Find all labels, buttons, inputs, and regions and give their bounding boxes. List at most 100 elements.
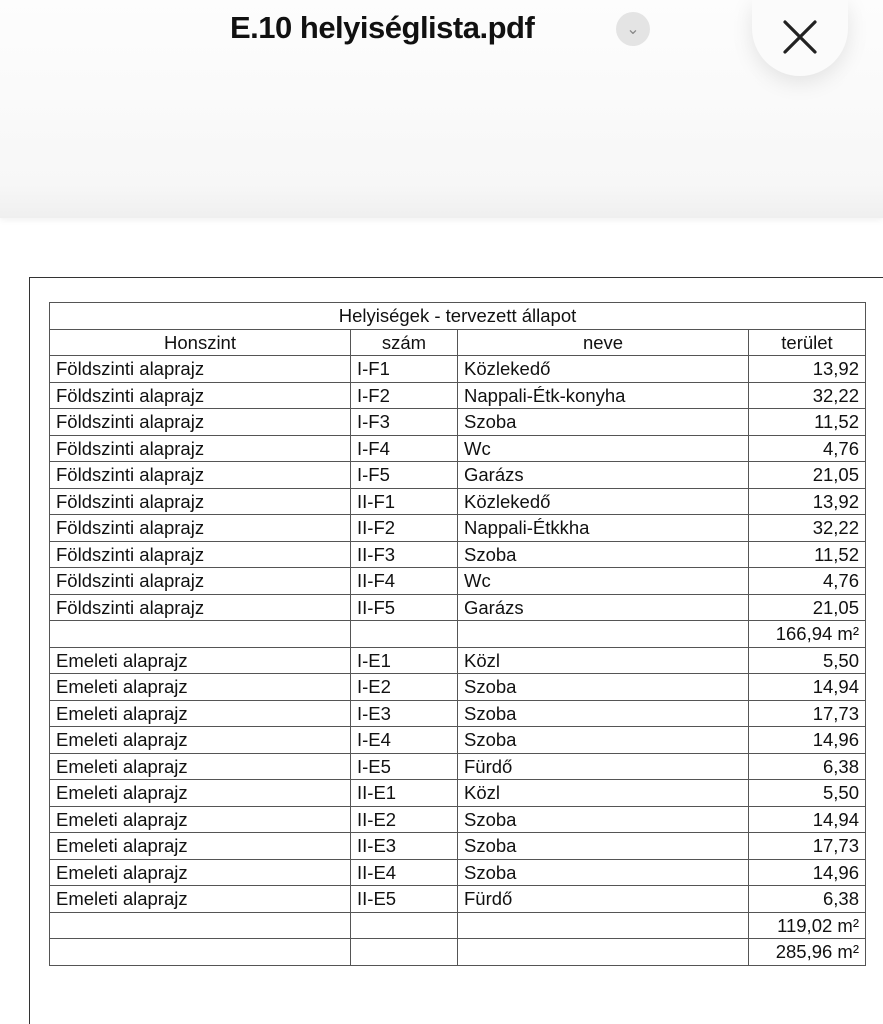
table-row: Földszinti alaprajz II-F1 Közlekedő 13,92 xyxy=(49,487,866,515)
table-row: 285,96 m² xyxy=(49,938,866,966)
cell-area: 17,73 xyxy=(748,832,866,860)
cell-number: I-E5 xyxy=(350,752,458,780)
cell-name: Közlekedő xyxy=(457,487,749,515)
table-row: Emeleti alaprajz I-E2 Szoba 14,94 xyxy=(49,673,866,701)
cell-number: I-F3 xyxy=(350,408,458,436)
cell-name: Szoba xyxy=(457,699,749,727)
cell-level xyxy=(49,620,351,648)
cell-number: I-E4 xyxy=(350,726,458,754)
table-row: Földszinti alaprajz I-F3 Szoba 11,52 xyxy=(49,408,866,436)
table-row: Földszinti alaprajz II-F5 Garázs 21,05 xyxy=(49,593,866,621)
column-header-honszint: Honszint xyxy=(49,328,351,356)
cell-number: I-F4 xyxy=(350,434,458,462)
cell-area: 21,05 xyxy=(748,593,866,621)
cell-area: 14,96 xyxy=(748,726,866,754)
cell-number: I-F1 xyxy=(350,355,458,383)
cell-level: Földszinti alaprajz xyxy=(49,434,351,462)
table-row: Földszinti alaprajz I-F5 Garázs 21,05 xyxy=(49,461,866,489)
cell-area: 119,02 m² xyxy=(748,911,866,939)
cell-number xyxy=(350,911,458,939)
table-row: 166,94 m² xyxy=(49,620,866,648)
cell-number: II-E4 xyxy=(350,858,458,886)
cell-level: Földszinti alaprajz xyxy=(49,355,351,383)
cell-level xyxy=(49,911,351,939)
table-row: Földszinti alaprajz II-F2 Nappali-Étkkha 32… xyxy=(49,514,866,542)
chevron-down-icon[interactable]: ⌄ xyxy=(616,12,650,46)
cell-number xyxy=(350,938,458,966)
cell-name: Nappali-Étkkha xyxy=(457,514,749,542)
cell-number: I-E1 xyxy=(350,646,458,674)
cell-level: Földszinti alaprajz xyxy=(49,381,351,409)
cell-name: Szoba xyxy=(457,805,749,833)
cell-level: Földszinti alaprajz xyxy=(49,514,351,542)
cell-name xyxy=(457,620,749,648)
cell-number: II-F4 xyxy=(350,567,458,595)
cell-level: Emeleti alaprajz xyxy=(49,646,351,674)
table-row: Emeleti alaprajz I-E1 Közl 5,50 xyxy=(49,646,866,674)
cell-number xyxy=(350,620,458,648)
cell-level: Emeleti alaprajz xyxy=(49,832,351,860)
cell-number: I-F5 xyxy=(350,461,458,489)
column-header-terulet: terület xyxy=(748,328,866,356)
cell-name: Wc xyxy=(457,567,749,595)
close-button[interactable] xyxy=(752,0,848,76)
table-row: Földszinti alaprajz I-F2 Nappali-Étk-konyh… xyxy=(49,381,866,409)
cell-name: Szoba xyxy=(457,832,749,860)
table-row: Földszinti alaprajz II-F4 Wc 4,76 xyxy=(49,567,866,595)
cell-name: Közl xyxy=(457,779,749,807)
close-icon xyxy=(783,20,817,54)
cell-area: 11,52 xyxy=(748,540,866,568)
cell-area: 17,73 xyxy=(748,699,866,727)
cell-level: Emeleti alaprajz xyxy=(49,805,351,833)
cell-area: 6,38 xyxy=(748,885,866,913)
cell-name: Wc xyxy=(457,434,749,462)
cell-name: Szoba xyxy=(457,540,749,568)
column-header-szam: szám xyxy=(350,328,458,356)
cell-name: Szoba xyxy=(457,858,749,886)
cell-area: 32,22 xyxy=(748,514,866,542)
cell-area: 5,50 xyxy=(748,646,866,674)
cell-number: II-F5 xyxy=(350,593,458,621)
cell-area: 32,22 xyxy=(748,381,866,409)
cell-level: Földszinti alaprajz xyxy=(49,461,351,489)
cell-number: I-E3 xyxy=(350,699,458,727)
cell-number: II-F1 xyxy=(350,487,458,515)
cell-name: Szoba xyxy=(457,726,749,754)
table-row: Emeleti alaprajz II-E5 Fürdő 6,38 xyxy=(49,885,866,913)
table-row: 119,02 m² xyxy=(49,911,866,939)
cell-level: Földszinti alaprajz xyxy=(49,567,351,595)
cell-area: 14,96 xyxy=(748,858,866,886)
table-row: Emeleti alaprajz I-E4 Szoba 14,96 xyxy=(49,726,866,754)
cell-number: I-F2 xyxy=(350,381,458,409)
cell-level: Emeleti alaprajz xyxy=(49,726,351,754)
cell-area: 14,94 xyxy=(748,805,866,833)
cell-level: Emeleti alaprajz xyxy=(49,673,351,701)
cell-name: Garázs xyxy=(457,461,749,489)
cell-name: Nappali-Étk-konyha xyxy=(457,381,749,409)
cell-area: 166,94 m² xyxy=(748,620,866,648)
cell-area: 21,05 xyxy=(748,461,866,489)
cell-area: 13,92 xyxy=(748,487,866,515)
document-title[interactable]: E.10 helyiséglista.pdf xyxy=(230,10,535,45)
cell-level: Emeleti alaprajz xyxy=(49,858,351,886)
cell-number: II-E2 xyxy=(350,805,458,833)
cell-area: 4,76 xyxy=(748,434,866,462)
table-row: Emeleti alaprajz II-E2 Szoba 14,94 xyxy=(49,805,866,833)
cell-level: Földszinti alaprajz xyxy=(49,593,351,621)
cell-number: II-E5 xyxy=(350,885,458,913)
cell-name: Szoba xyxy=(457,673,749,701)
cell-name: Fürdő xyxy=(457,885,749,913)
cell-level: Emeleti alaprajz xyxy=(49,699,351,727)
cell-level: Földszinti alaprajz xyxy=(49,540,351,568)
cell-name xyxy=(457,911,749,939)
table-row: Emeleti alaprajz II-E3 Szoba 17,73 xyxy=(49,832,866,860)
cell-level: Emeleti alaprajz xyxy=(49,779,351,807)
cell-level: Emeleti alaprajz xyxy=(49,885,351,913)
cell-name xyxy=(457,938,749,966)
cell-level: Földszinti alaprajz xyxy=(49,408,351,436)
cell-area: 13,92 xyxy=(748,355,866,383)
table-row: Földszinti alaprajz II-F3 Szoba 11,52 xyxy=(49,540,866,568)
cell-name: Garázs xyxy=(457,593,749,621)
cell-name: Szoba xyxy=(457,408,749,436)
table-row: Emeleti alaprajz II-E1 Közl 5,50 xyxy=(49,779,866,807)
